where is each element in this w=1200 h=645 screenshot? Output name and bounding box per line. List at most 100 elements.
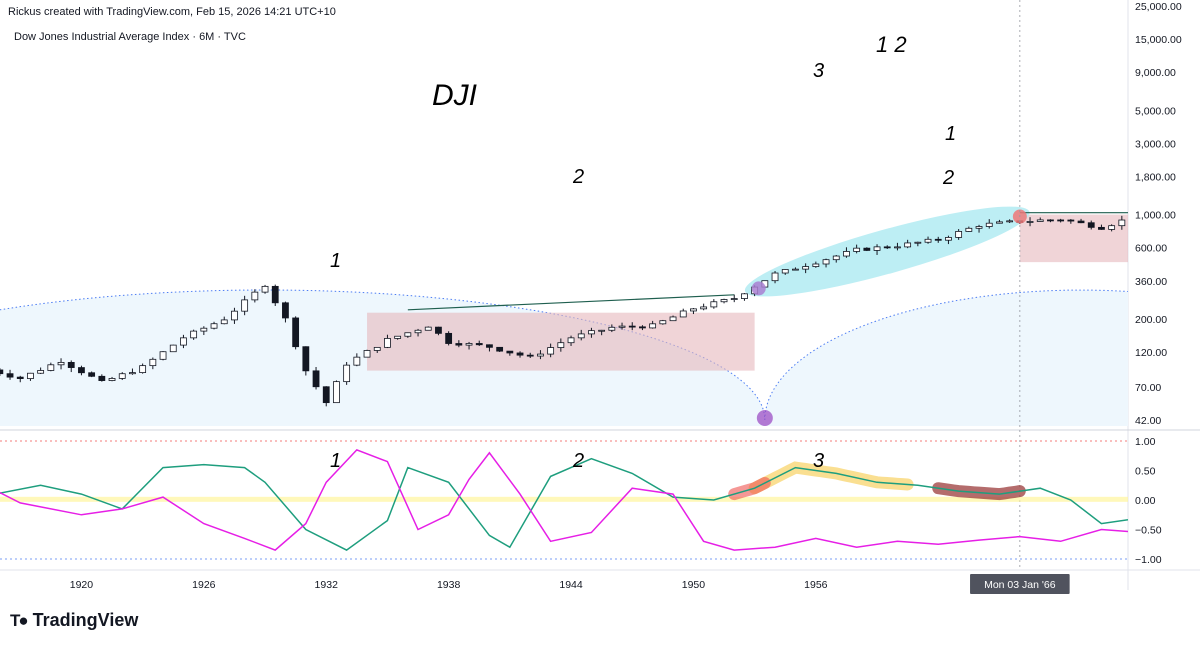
candle-body (302, 346, 310, 372)
candle-body (1047, 219, 1054, 222)
candle (894, 242, 901, 251)
candle-body (363, 350, 371, 358)
candle (924, 236, 932, 244)
candle-body (690, 308, 697, 312)
candle-body (741, 293, 748, 299)
candle (261, 284, 269, 294)
candle (414, 328, 422, 337)
candle (394, 335, 402, 340)
candle-body (1180, 231, 1186, 236)
candle (1190, 228, 1196, 236)
candle-body (486, 344, 493, 348)
candle-body (965, 227, 973, 232)
price-tick-label: 360.00 (1135, 276, 1167, 288)
candle-body (914, 241, 922, 244)
candle (1108, 224, 1116, 232)
candle (149, 357, 157, 370)
time-tick-label: 1938 (437, 579, 461, 591)
candle-body (67, 361, 75, 368)
candle-body (414, 329, 422, 334)
candle-body (720, 299, 728, 303)
oscillator-tick-label: 0.50 (1135, 466, 1156, 478)
candle-body (159, 351, 167, 360)
candle (730, 294, 738, 303)
candle-body (261, 285, 269, 293)
candle-body (118, 373, 126, 379)
candle-body (271, 285, 279, 304)
candle (598, 329, 606, 336)
oscillator-pane[interactable] (0, 440, 1200, 560)
candle (639, 325, 646, 331)
price-tick-label: 1,800.00 (1135, 171, 1176, 183)
candle-body (0, 369, 4, 375)
candle-body (1098, 226, 1105, 230)
candle (190, 329, 198, 340)
candle-body (129, 372, 136, 375)
candle (853, 244, 861, 254)
chart-title-annotation: DJI (432, 79, 477, 112)
candle (465, 341, 473, 350)
candle (516, 351, 524, 358)
oscillator-line-magenta (0, 449, 1128, 551)
candle (343, 362, 351, 385)
candle (628, 322, 636, 331)
candle (1087, 220, 1095, 230)
candle-body (78, 367, 85, 374)
candle-body (241, 299, 249, 312)
candle-body (496, 346, 504, 352)
price-tick-label: 42.00 (1135, 415, 1161, 427)
candle-body (1190, 232, 1196, 236)
candle (1118, 215, 1126, 230)
candle (496, 346, 504, 352)
candle-body (608, 326, 616, 331)
candle-body (547, 347, 555, 355)
candle-body (333, 381, 340, 404)
drift-highlight (748, 461, 914, 495)
candle-body (669, 316, 677, 322)
tradingview-brand[interactable]: T● TradingView (10, 610, 138, 631)
candle-body (598, 329, 606, 332)
candle-body (292, 317, 300, 348)
candle-body (465, 343, 473, 346)
candle-body (659, 320, 667, 325)
candle-body (47, 364, 55, 371)
candle-body (57, 361, 65, 366)
chart-attribution: Rickus created with TradingView.com, Feb… (8, 6, 336, 18)
candle-body (373, 346, 381, 351)
candle (781, 268, 789, 275)
candle-body (700, 306, 708, 310)
candle-body (588, 330, 595, 335)
candle (282, 301, 289, 323)
candle-body (832, 255, 840, 261)
date-label-badge (970, 574, 1070, 594)
candle-body (985, 222, 993, 227)
symbol-legend: Dow Jones Industrial Average Index · 6M … (14, 31, 246, 43)
price-tick-label: 70.00 (1135, 382, 1161, 394)
price-axis[interactable]: 140,000.0080,000.0025,000.0015,000.009,0… (1135, 0, 1188, 427)
candle (169, 344, 177, 353)
candle (934, 236, 942, 243)
price-pane[interactable] (0, 0, 1200, 426)
uptrend-label-2: 2 (572, 166, 584, 188)
oscillator-line-green (0, 457, 1128, 551)
candle (812, 261, 820, 268)
candle-body (822, 259, 830, 265)
candle (251, 289, 259, 303)
candle (1098, 224, 1105, 230)
time-axis[interactable]: 1920 1926 1932 1938 1944 1950 1956 Mon 03 Jan '… (70, 574, 1200, 594)
oscillator-label-1: 1 (330, 450, 341, 472)
candle-body (894, 246, 901, 249)
candle-body (537, 353, 544, 357)
candle-body (924, 238, 932, 243)
price-tick-label: 3,000.00 (1135, 138, 1176, 150)
oscillator-tick-label: −1.00 (1135, 554, 1162, 566)
candle-body (404, 332, 412, 337)
candle-body (27, 372, 34, 379)
candle (985, 219, 993, 229)
date-label-text: Mon 03 Jan '66 (984, 579, 1056, 591)
candle-body (1087, 222, 1095, 228)
candle (292, 316, 300, 350)
candle (302, 346, 310, 376)
cycle-low-dot (756, 410, 773, 426)
